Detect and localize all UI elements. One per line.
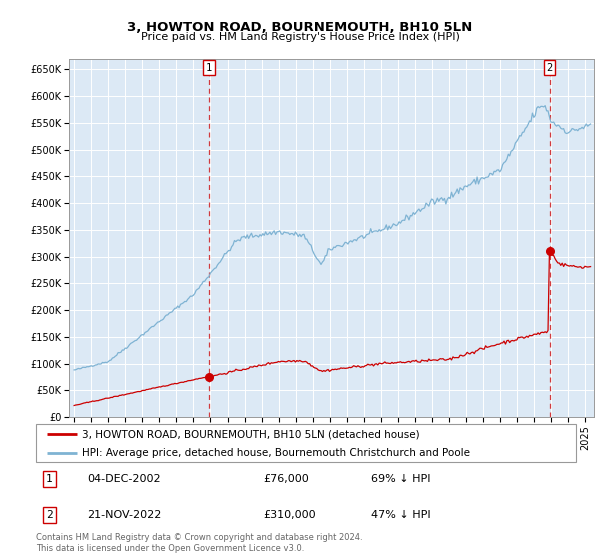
Text: 47% ↓ HPI: 47% ↓ HPI [371,510,430,520]
Text: 1: 1 [206,63,212,73]
Text: £310,000: £310,000 [263,510,316,520]
FancyBboxPatch shape [36,424,576,462]
Text: Price paid vs. HM Land Registry's House Price Index (HPI): Price paid vs. HM Land Registry's House … [140,32,460,42]
Text: 1: 1 [46,474,53,484]
Text: 69% ↓ HPI: 69% ↓ HPI [371,474,430,484]
Text: 2: 2 [547,63,553,73]
Text: £76,000: £76,000 [263,474,308,484]
Text: HPI: Average price, detached house, Bournemouth Christchurch and Poole: HPI: Average price, detached house, Bour… [82,448,470,458]
Text: Contains HM Land Registry data © Crown copyright and database right 2024.
This d: Contains HM Land Registry data © Crown c… [36,533,362,553]
Text: 04-DEC-2002: 04-DEC-2002 [88,474,161,484]
Text: 2: 2 [46,510,53,520]
Text: 3, HOWTON ROAD, BOURNEMOUTH, BH10 5LN: 3, HOWTON ROAD, BOURNEMOUTH, BH10 5LN [127,21,473,34]
Text: 3, HOWTON ROAD, BOURNEMOUTH, BH10 5LN (detached house): 3, HOWTON ROAD, BOURNEMOUTH, BH10 5LN (d… [82,429,419,439]
Text: 21-NOV-2022: 21-NOV-2022 [88,510,161,520]
